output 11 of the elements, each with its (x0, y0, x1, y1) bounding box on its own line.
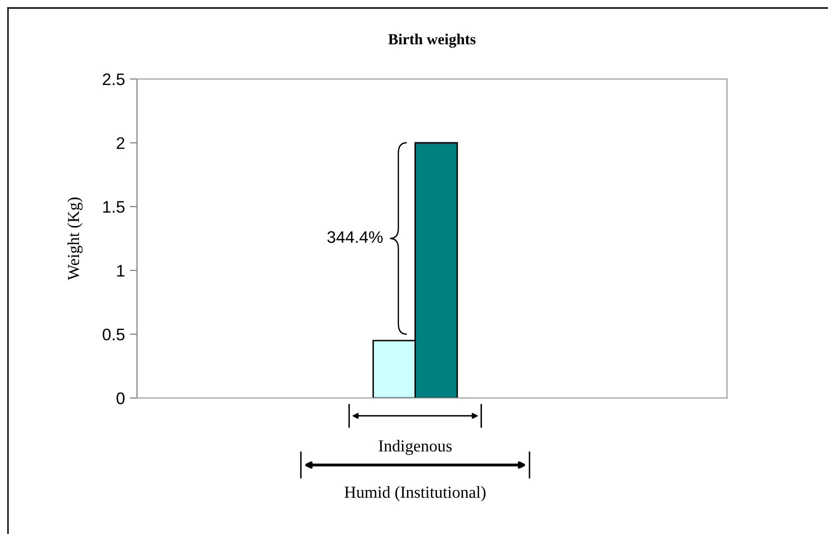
y-tick-label: 2.5 (102, 73, 124, 86)
y-tick-label: 1.5 (103, 201, 124, 213)
y-tick-label: 0 (116, 392, 125, 404)
y-tick-label: 0.5 (102, 328, 124, 340)
y-tick-label: 2 (116, 137, 124, 149)
annotation: 344.4% (327, 231, 383, 243)
chart-title: Birth weights (388, 34, 476, 48)
y-tick-label: 1 (117, 264, 124, 276)
y-axis-title: Weight (Kg) (67, 198, 83, 280)
x-tick-label: Indigenous (378, 440, 452, 456)
text: Humid (Institutional) (344, 486, 486, 502)
